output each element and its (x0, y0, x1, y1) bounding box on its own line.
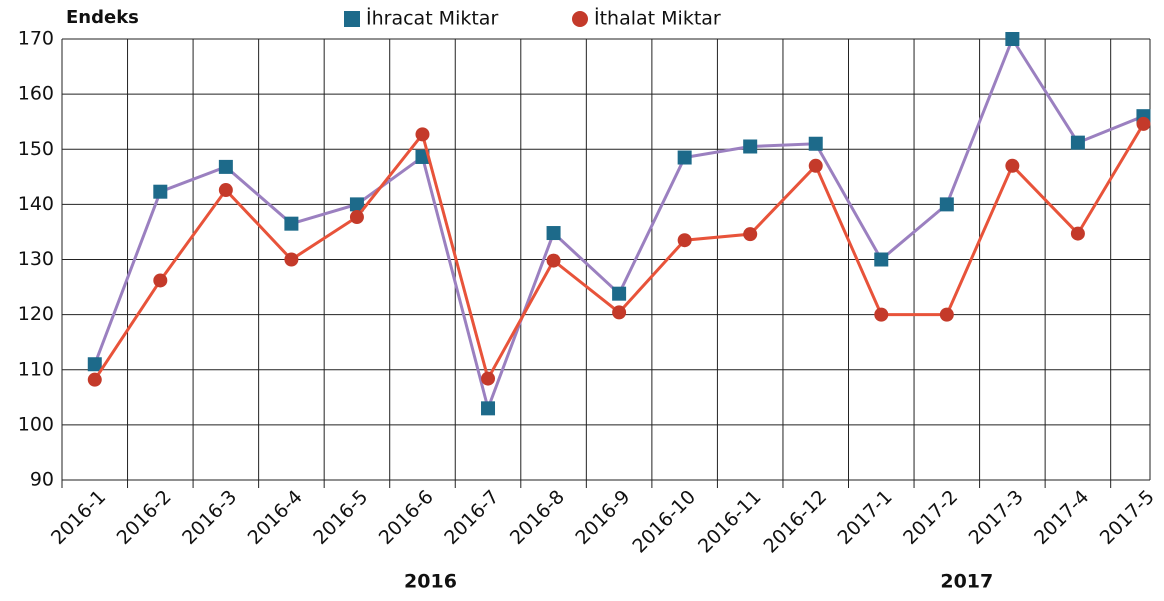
marker (1070, 135, 1085, 150)
year-label: 2017 (940, 571, 993, 593)
legend-marker (344, 11, 360, 27)
marker (284, 216, 299, 231)
x-tick-label: 2016-2 (113, 486, 176, 549)
marker (415, 149, 430, 164)
y-tick-label: 110 (18, 358, 54, 380)
x-tick-label: 2016-11 (694, 486, 766, 558)
marker (284, 252, 299, 267)
marker (546, 253, 561, 268)
marker (743, 227, 758, 242)
x-tick-label: 2016-8 (506, 486, 569, 549)
marker (677, 233, 692, 248)
x-tick-label: 2016-1 (47, 486, 110, 549)
legend-marker (572, 11, 588, 27)
marker (612, 305, 627, 320)
y-axis-label: Endeks (66, 7, 139, 28)
marker (546, 226, 561, 241)
marker (481, 371, 496, 386)
series-line (93, 123, 1145, 383)
x-tick-label: 2017-4 (1030, 486, 1093, 549)
x-tick-label: 2016-3 (178, 486, 241, 549)
marker (1005, 32, 1020, 46)
x-tick-label: 2017-3 (965, 486, 1028, 549)
marker (612, 286, 627, 301)
marker (677, 150, 692, 165)
x-tick-label: 2017-1 (834, 486, 897, 549)
x-tick-label: 2016-7 (440, 486, 503, 549)
marker (1070, 226, 1085, 241)
marker (153, 273, 168, 288)
x-tick-label: 2017-2 (899, 486, 962, 549)
marker (874, 307, 889, 322)
y-tick-label: 150 (18, 138, 54, 160)
y-tick-label: 160 (18, 83, 54, 105)
marker (808, 158, 823, 173)
x-tick-label: 2016-12 (759, 486, 831, 558)
marker (153, 184, 168, 199)
marker (939, 197, 954, 212)
legend-label: İhracat Miktar (366, 7, 498, 30)
legend-label: İthalat Miktar (594, 7, 721, 30)
marker (939, 307, 954, 322)
marker (349, 210, 364, 225)
marker (87, 357, 102, 372)
y-tick-label: 140 (18, 193, 54, 215)
marker (743, 139, 758, 154)
marker (481, 401, 496, 416)
x-tick-label: 2016-6 (375, 486, 438, 549)
x-tick-label: 2016-4 (244, 486, 307, 549)
marker (87, 372, 102, 387)
marker (218, 183, 233, 198)
year-label: 2016 (404, 571, 457, 593)
x-tick-label: 2017-5 (1096, 486, 1159, 549)
marker (415, 127, 430, 142)
marker (218, 159, 233, 174)
marker (1005, 158, 1020, 173)
marker (874, 252, 889, 267)
marker (808, 136, 823, 151)
x-tick-label: 2016-9 (571, 486, 634, 549)
x-tick-label: 2016-5 (309, 486, 372, 549)
marker (349, 197, 364, 212)
y-tick-label: 90 (30, 469, 54, 491)
y-tick-label: 100 (18, 413, 54, 435)
y-tick-label: 130 (18, 248, 54, 270)
x-tick-label: 2016-10 (628, 486, 700, 558)
marker (1136, 116, 1151, 131)
y-tick-label: 170 (18, 28, 54, 50)
y-tick-label: 120 (18, 303, 54, 325)
